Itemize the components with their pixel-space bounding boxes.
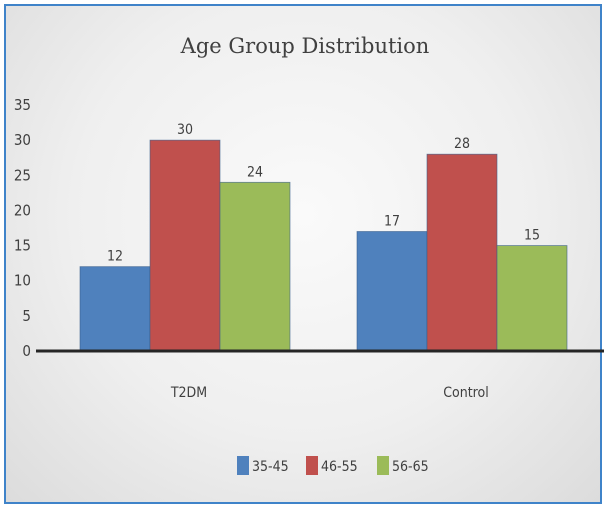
bar-t2dm-56-65 [219, 181, 291, 352]
data-label: 28 [454, 136, 470, 152]
y-tick-label: 35 [14, 96, 31, 114]
y-tick-label: 25 [14, 166, 31, 184]
chart-frame: Age Group Distribution 0 5 10 15 20 25 30 35 12… [4, 4, 604, 504]
bar-t2dm-35-45 [79, 266, 151, 352]
y-tick-label: 30 [14, 131, 31, 149]
y-tick-label: 15 [14, 237, 31, 255]
legend-label: 56-65 [392, 459, 429, 475]
bar-chart: Age Group Distribution 0 5 10 15 20 25 30 35 12… [14, 34, 604, 475]
bar-control-56-65 [496, 245, 568, 352]
y-tick-label: 5 [22, 307, 31, 325]
data-label: 12 [107, 249, 123, 265]
y-tick-label: 20 [14, 201, 31, 219]
legend-swatch-56-65 [377, 456, 389, 475]
legend-swatch-35-45 [237, 456, 249, 475]
y-tick-label: 0 [22, 342, 31, 360]
bars [79, 139, 568, 352]
data-label: 24 [247, 164, 263, 180]
y-tick-label: 10 [14, 272, 31, 290]
data-label: 15 [524, 228, 540, 244]
bar-t2dm-46-55 [149, 139, 221, 352]
chart-title: Age Group Distribution [180, 34, 430, 58]
bar-control-46-55 [426, 153, 498, 352]
data-labels: 12 30 24 17 28 15 [107, 122, 540, 265]
bar-control-35-45 [356, 231, 428, 352]
x-category-label: T2DM [170, 385, 207, 401]
y-axis-ticks: 0 5 10 15 20 25 30 35 [14, 96, 31, 360]
legend-label: 46-55 [321, 459, 358, 475]
x-axis-labels: T2DM Control [170, 385, 489, 401]
x-category-label: Control [443, 385, 489, 401]
legend: 35-45 46-55 56-65 [237, 456, 429, 475]
legend-label: 35-45 [252, 459, 289, 475]
data-label: 30 [177, 122, 193, 138]
data-label: 17 [384, 214, 400, 230]
legend-swatch-46-55 [306, 456, 318, 475]
